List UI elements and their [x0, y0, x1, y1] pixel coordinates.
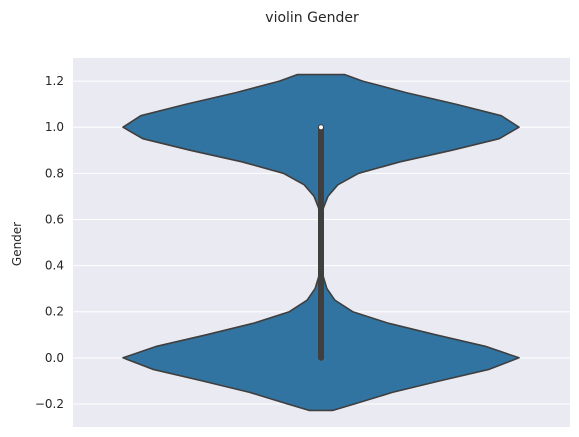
y-tick-label: 0.4: [45, 259, 64, 273]
y-tick-labels: −0.2 0.0 0.2 0.4 0.6 0.8 1.0 1.2: [35, 74, 64, 411]
y-tick-label: 0.2: [45, 305, 64, 319]
median-marker: [319, 125, 323, 130]
y-tick-label: −0.2: [35, 397, 64, 411]
y-tick-label: 1.0: [45, 120, 64, 134]
y-tick-label: 0.6: [45, 212, 64, 226]
y-axis-label: Gender: [10, 222, 24, 266]
y-tick-label: 1.2: [45, 74, 64, 88]
y-tick-label: 0.0: [45, 351, 64, 365]
chart-title: violin Gender: [265, 10, 359, 26]
y-tick-label: 0.8: [45, 166, 64, 180]
